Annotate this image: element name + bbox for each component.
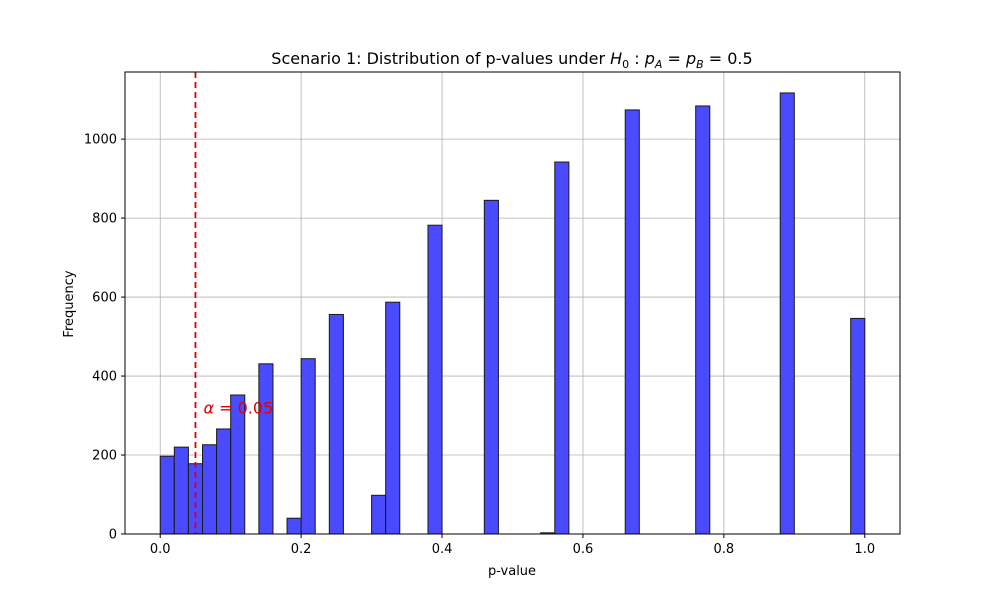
x-tick-label: 0.8 — [714, 542, 735, 557]
x-tick-label: 1.0 — [854, 542, 875, 557]
plot-frame — [124, 71, 901, 535]
y-tick-label: 1000 — [84, 133, 117, 148]
y-axis-ticks: 0 200 400 600 800 1000 — [84, 133, 125, 543]
x-tick-label: 0.2 — [291, 542, 312, 557]
y-tick-label: 800 — [92, 212, 117, 227]
y-tick-label: 600 — [92, 291, 117, 306]
histogram-bar — [371, 494, 387, 535]
y-tick-label: 200 — [92, 449, 117, 464]
histogram-bar — [483, 199, 499, 535]
chart-title: Scenario 1: Distribution of p-values und… — [271, 49, 752, 71]
histogram-bar — [173, 446, 189, 535]
histogram-bar — [624, 109, 640, 535]
x-tick-label: 0.0 — [150, 542, 171, 557]
histogram-bars — [159, 92, 866, 535]
x-axis-ticks: 0.0 0.2 0.4 0.6 0.8 1.0 — [150, 534, 875, 557]
histogram-bar — [554, 161, 570, 535]
histogram-bar — [216, 428, 232, 535]
y-tick-label: 400 — [92, 370, 117, 385]
x-axis-label: p-value — [488, 564, 536, 579]
histogram-bar — [427, 224, 443, 535]
histogram-bar — [258, 363, 274, 535]
x-tick-label: 0.4 — [432, 542, 453, 557]
x-tick-label: 0.6 — [573, 542, 594, 557]
histogram-bar — [850, 317, 866, 535]
threshold-group: α = 0.05 — [194, 72, 273, 534]
alpha-annotation: α = 0.05 — [203, 399, 273, 418]
histogram-bar — [328, 313, 344, 535]
histogram-bar — [286, 517, 302, 535]
histogram-bar — [202, 444, 218, 535]
y-tick-label: 0 — [109, 528, 117, 543]
histogram-bar — [300, 358, 316, 535]
histogram-bar — [695, 105, 711, 535]
histogram-bar — [779, 92, 795, 535]
histogram-bar — [385, 301, 401, 535]
histogram-bar — [159, 455, 175, 535]
y-axis-label: Frequency — [62, 270, 77, 337]
